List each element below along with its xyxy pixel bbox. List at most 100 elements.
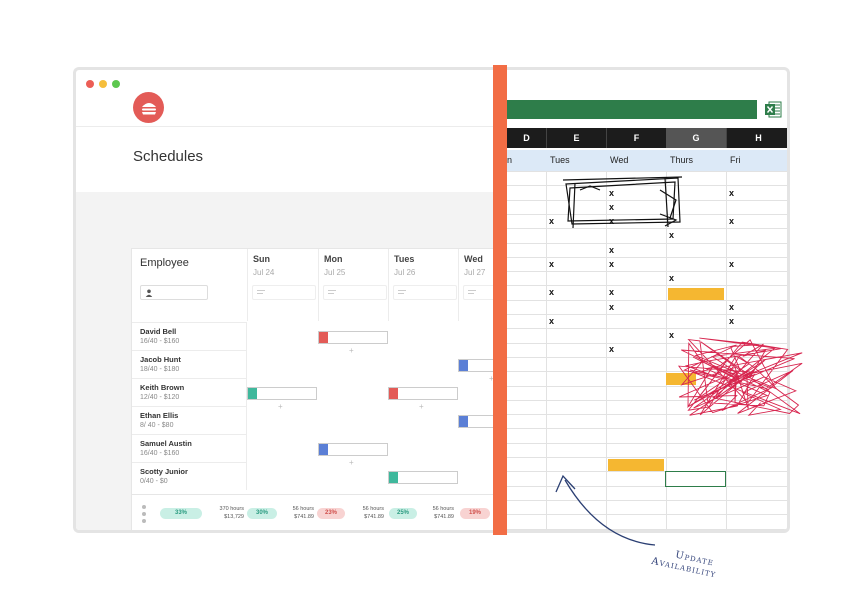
availability-x-mark[interactable]: x (669, 273, 675, 283)
column-header-d[interactable]: D (507, 128, 546, 148)
availability-x-mark[interactable]: x (609, 188, 615, 198)
shift-block[interactable] (388, 471, 458, 484)
employee-name: Ethan Ellis (140, 411, 179, 420)
availability-x-mark[interactable]: x (609, 344, 615, 354)
day-name: Wed (464, 254, 483, 264)
summary-pill: 23% (317, 508, 345, 519)
day-header-cell[interactable]: Fri (726, 150, 787, 171)
add-shift-icon[interactable]: + (349, 458, 354, 467)
employee-row[interactable]: Keith Brown 12/40 - $120 (132, 378, 247, 406)
add-shift-icon[interactable]: + (278, 402, 283, 411)
stat-amount: $741.89 (294, 514, 314, 520)
day-date: Jul 24 (253, 268, 275, 277)
shift-block[interactable] (318, 331, 388, 344)
summary-stat: 56 hours $741.89 (280, 505, 314, 521)
grid-row-line (507, 328, 787, 330)
highlighted-cell[interactable] (608, 459, 664, 471)
close-window-button[interactable] (86, 80, 94, 88)
day-header-cell[interactable]: Tues (546, 150, 606, 171)
employee-hours: 0/40 - $0 (140, 478, 168, 485)
day-date: Jul 26 (394, 268, 416, 277)
column-header-g[interactable]: G (666, 128, 726, 148)
day-header-cell[interactable]: Thurs (666, 150, 726, 171)
shift-block[interactable] (388, 387, 458, 400)
employee-row[interactable]: Ethan Ellis 8/ 40 - $80 (132, 406, 247, 434)
availability-x-mark[interactable]: x (549, 316, 555, 326)
grid-row-line (507, 242, 787, 244)
grid-row-line (507, 256, 787, 258)
availability-x-mark[interactable]: x (609, 202, 615, 212)
grid-row-line (507, 471, 787, 473)
employee-row[interactable]: David Bell 16/40 - $160 (132, 322, 247, 350)
day-date: Jul 27 (464, 268, 486, 277)
employee-hours: 8/ 40 - $80 (140, 422, 174, 429)
burger-icon (141, 102, 156, 114)
employee-search-input[interactable] (140, 285, 208, 300)
employee-row[interactable]: Samuel Austin 16/40 - $160 (132, 434, 247, 462)
spreadsheet-toolbar (507, 100, 757, 119)
maximize-window-button[interactable] (112, 80, 120, 88)
availability-x-mark[interactable]: x (669, 330, 675, 340)
app-logo[interactable] (133, 92, 164, 123)
grid-row-line (507, 499, 787, 501)
employee-hours: 16/40 - $160 (140, 338, 180, 345)
shift-block[interactable] (458, 359, 499, 372)
grid-row-line (507, 442, 787, 444)
availability-x-mark[interactable]: x (609, 287, 615, 297)
header-divider (76, 126, 499, 127)
more-options-icon[interactable] (142, 505, 146, 526)
day-note-button[interactable] (323, 285, 387, 300)
shift-block[interactable] (318, 443, 388, 456)
grid-row-line (507, 414, 787, 416)
minimize-window-button[interactable] (99, 80, 107, 88)
availability-x-mark[interactable]: x (549, 287, 555, 297)
add-shift-icon[interactable]: + (489, 374, 494, 383)
selected-cell[interactable] (665, 471, 726, 487)
grid-column-line (726, 171, 727, 530)
column-header-h[interactable]: H (726, 128, 787, 148)
shift-block[interactable] (458, 415, 499, 428)
grid-row-line (507, 342, 787, 344)
employee-hours: 12/40 - $120 (140, 394, 180, 401)
employee-name: Keith Brown (140, 383, 185, 392)
summary-pill: 19% (460, 508, 490, 519)
excel-icon (765, 101, 782, 118)
summary-stat: 370 hours $13,729 (208, 505, 244, 521)
day-header-cell[interactable]: Wed (606, 150, 666, 171)
update-availability-annotation: Update Availability (650, 545, 719, 581)
availability-x-mark[interactable]: x (729, 302, 735, 312)
grid-column-line (606, 171, 607, 530)
highlighted-cell[interactable] (668, 288, 724, 300)
day-note-button[interactable] (463, 285, 497, 300)
add-shift-icon[interactable]: + (419, 402, 424, 411)
window-controls (86, 80, 120, 88)
day-column-sun: Sun Jul 24 (247, 249, 318, 321)
availability-x-mark[interactable]: x (549, 259, 555, 269)
employee-row[interactable]: Scotty Junior 0/40 - $0 (132, 462, 247, 490)
availability-x-mark[interactable]: x (609, 302, 615, 312)
grid-row-line (507, 199, 787, 201)
day-note-button[interactable] (252, 285, 316, 300)
availability-x-mark[interactable]: x (729, 259, 735, 269)
day-header-cell[interactable]: n (507, 150, 546, 171)
shift-block[interactable] (247, 387, 317, 400)
stat-hours: 56 hours (432, 506, 454, 512)
availability-x-mark[interactable]: x (669, 230, 675, 240)
employee-row[interactable]: Jacob Hunt 18/40 - $180 (132, 350, 247, 378)
highlighted-cell[interactable] (666, 373, 696, 385)
employee-hours: 18/40 - $180 (140, 366, 180, 373)
stat-hours: 56 hours (292, 506, 314, 512)
column-header-e[interactable]: E (546, 128, 606, 148)
availability-x-mark[interactable]: x (549, 216, 555, 226)
availability-x-mark[interactable]: x (729, 316, 735, 326)
availability-x-mark[interactable]: x (609, 216, 615, 226)
day-note-button[interactable] (393, 285, 457, 300)
availability-x-mark[interactable]: x (729, 216, 735, 226)
grid-row-line (507, 514, 787, 516)
grid-row-line (507, 185, 787, 187)
add-shift-icon[interactable]: + (349, 346, 354, 355)
availability-x-mark[interactable]: x (609, 245, 615, 255)
availability-x-mark[interactable]: x (609, 259, 615, 269)
availability-x-mark[interactable]: x (729, 188, 735, 198)
column-header-f[interactable]: F (606, 128, 666, 148)
